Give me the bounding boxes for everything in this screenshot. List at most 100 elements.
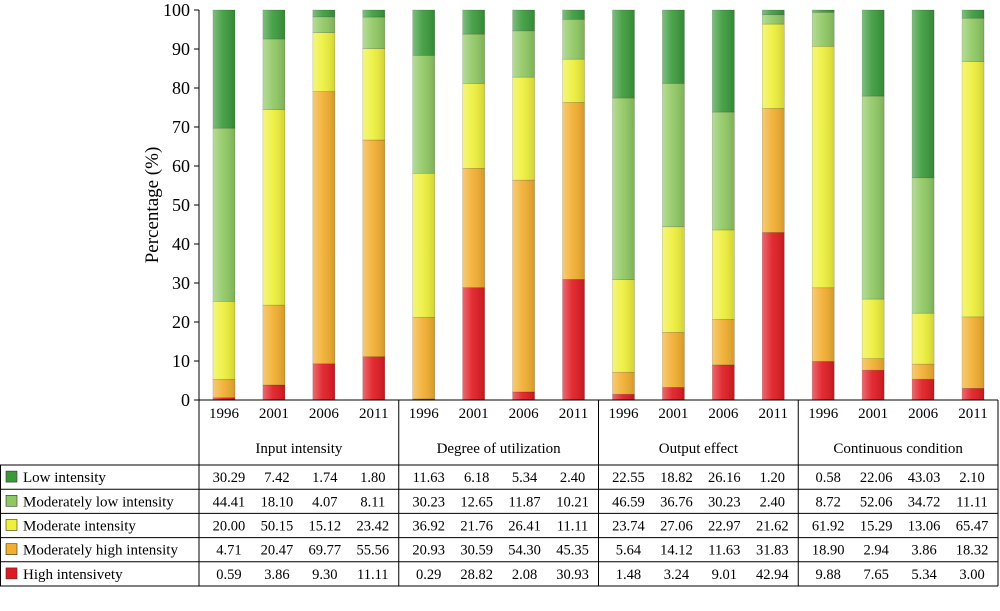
bar-segment-shade xyxy=(212,301,235,380)
y-tick-label: 80 xyxy=(172,78,190,98)
y-axis-title: Percentage (%) xyxy=(142,147,163,264)
bar-segment-shade xyxy=(262,305,285,385)
y-tick-label: 100 xyxy=(163,0,190,20)
bar-segment-shade xyxy=(312,91,335,364)
data-label: 7.42 xyxy=(264,470,289,486)
bar-segment-shade xyxy=(362,356,385,400)
x-tick-label: 1996 xyxy=(808,406,839,422)
legend-swatch xyxy=(5,543,18,556)
x-tick-label: 2006 xyxy=(509,406,540,422)
bar-segment-shade xyxy=(762,10,785,15)
data-label: 26.16 xyxy=(708,470,741,486)
bar-segment-shade xyxy=(912,379,935,400)
data-label: 8.72 xyxy=(816,494,841,510)
bar-segment-shade xyxy=(962,61,985,317)
bar-segment-shade xyxy=(212,379,235,398)
data-label: 18.10 xyxy=(261,494,294,510)
group-label: Input intensity xyxy=(255,441,343,457)
bar-segment-shade xyxy=(862,10,885,97)
x-tick-label: 2011 xyxy=(958,406,987,422)
x-tick-label: 2001 xyxy=(259,406,289,422)
data-label: 18.90 xyxy=(812,543,845,559)
y-tick-label: 10 xyxy=(172,351,190,371)
bar-segment-shade xyxy=(512,10,535,31)
group-label: Degree of utilization xyxy=(437,441,562,457)
data-label: 34.72 xyxy=(908,494,941,510)
group-label: Continuous condition xyxy=(833,441,963,457)
data-label: 1.20 xyxy=(760,470,785,486)
bar-segment-shade xyxy=(412,317,435,399)
data-label: 5.64 xyxy=(616,543,642,559)
bar-segment-shade xyxy=(862,299,885,359)
bar-segment-shade xyxy=(862,96,885,300)
bar-segment-shade xyxy=(962,388,985,400)
data-label: 11.63 xyxy=(708,543,740,559)
x-tick-label: 2001 xyxy=(858,406,888,422)
bars-layer xyxy=(212,9,985,401)
bar-segment-shade xyxy=(812,361,835,400)
bar-segment-shade xyxy=(262,38,285,110)
bar-segment-shade xyxy=(362,17,385,49)
data-label: 27.06 xyxy=(660,519,693,535)
x-tick-label: 1996 xyxy=(209,406,240,422)
legend-swatch xyxy=(5,470,18,483)
bar-segment-shade xyxy=(912,364,935,380)
bar-segment-shade xyxy=(812,46,835,288)
y-tick-label: 30 xyxy=(172,273,190,293)
data-label: 45.35 xyxy=(556,543,589,559)
data-label: 30.29 xyxy=(213,470,246,486)
bar-segment-shade xyxy=(762,14,785,25)
data-label: 3.00 xyxy=(959,567,984,583)
y-tick-label: 90 xyxy=(172,39,190,59)
bar-segment-shade xyxy=(762,24,785,109)
bar-segment-shade xyxy=(362,48,385,140)
data-label: 9.88 xyxy=(816,567,841,583)
data-label: 5.34 xyxy=(512,470,538,486)
bar-segment-shade xyxy=(362,139,385,357)
bar-segment-shade xyxy=(512,30,535,78)
group-label: Output effect xyxy=(659,441,739,457)
bar-segment-shade xyxy=(962,18,985,62)
y-tick-label: 20 xyxy=(172,312,190,332)
data-label: 55.56 xyxy=(356,543,389,559)
bar-segment-shade xyxy=(712,10,735,113)
bar-segment-shade xyxy=(562,279,585,400)
data-label: 12.65 xyxy=(460,494,493,510)
bar-segment-shade xyxy=(862,370,885,400)
data-label: 3.86 xyxy=(264,567,289,583)
bar-segment-shade xyxy=(512,77,535,181)
bar-segment-shade xyxy=(462,10,485,35)
bar-segment-shade xyxy=(662,387,685,400)
bar-segment-shade xyxy=(812,10,835,13)
data-label: 8.11 xyxy=(360,494,385,510)
bar-segment-shade xyxy=(462,168,485,288)
legend-swatch xyxy=(5,494,18,507)
bar-segment-shade xyxy=(312,363,335,400)
y-tick-label: 60 xyxy=(172,156,190,176)
data-label: 30.23 xyxy=(412,494,445,510)
data-label: 36.76 xyxy=(660,494,693,510)
data-label: 9.01 xyxy=(712,567,737,583)
y-tick-label: 70 xyxy=(172,117,190,137)
data-label: 43.03 xyxy=(908,470,941,486)
bar-segment-shade xyxy=(612,394,635,400)
bar-segment-shade xyxy=(412,173,435,318)
data-label: 0.58 xyxy=(816,470,841,486)
bar-segment-shade xyxy=(362,10,385,18)
bar-segment-shade xyxy=(962,10,985,19)
bar-segment-shade xyxy=(512,180,535,392)
data-label: 14.12 xyxy=(660,543,693,559)
data-label: 1.74 xyxy=(312,470,338,486)
bar-segment-shade xyxy=(862,358,885,371)
x-tick-label: 2011 xyxy=(759,406,788,422)
data-label: 20.00 xyxy=(213,519,246,535)
y-tick-label: 40 xyxy=(172,234,190,254)
y-tick-label: 0 xyxy=(181,390,190,410)
data-label: 3.86 xyxy=(911,543,936,559)
bar-segment-shade xyxy=(262,384,285,400)
bar-segment-shade xyxy=(712,229,735,320)
bar-segment-shade xyxy=(912,177,935,314)
data-label: 15.12 xyxy=(309,519,342,535)
data-label: 5.34 xyxy=(911,567,937,583)
data-label: 18.82 xyxy=(660,470,693,486)
